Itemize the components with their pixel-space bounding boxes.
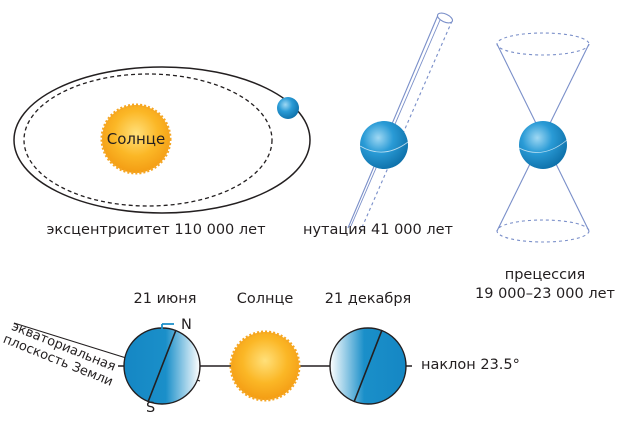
nutation-axis [350,19,441,227]
precession-caption-line2: 19 000–23 000 лет [475,286,615,302]
earth-december [329,327,407,405]
precession-caption-line1: прецессия [504,267,586,283]
eccentricity-caption: эксцентриситет 110 000 лет [46,222,266,238]
precession-caption: прецессия 19 000–23 000 лет [475,266,615,304]
december-axis [353,329,383,403]
north-label: N [181,317,192,333]
orbiting-earth [277,97,299,119]
precession-earth-equator [518,139,568,153]
sun [100,103,172,175]
nutation-cylinder-left-edge [347,14,439,229]
nutation-earth-equator [359,141,409,153]
june-axis [147,329,177,403]
tilt-sun-label: Солнце [236,291,294,307]
nutation-earth [360,121,408,169]
tilt-group [13,322,412,405]
orbit-dashed [23,73,273,207]
precession-cone-top [496,32,590,56]
precession-earth [519,121,567,169]
june-label: 21 июня [133,291,197,307]
precession-group [496,32,590,243]
nutation-cylinder-right-edge [359,20,453,233]
south-label: S [146,400,156,416]
december-label: 21 декабря [324,291,412,307]
nutation-cylinder-top [436,12,454,24]
nutation-group [347,12,454,233]
nutation-caption: нутация 41 000 лет [303,222,453,238]
earth-june [123,323,201,405]
sun-label: Солнце [106,130,166,148]
june-north-marker [161,323,174,330]
eccentricity-group [13,66,311,214]
precession-cone-bottom [496,219,590,243]
tilt-caption: наклон 23.5° [421,357,520,373]
orbit-solid [13,66,311,214]
tilt-sun [229,330,301,402]
